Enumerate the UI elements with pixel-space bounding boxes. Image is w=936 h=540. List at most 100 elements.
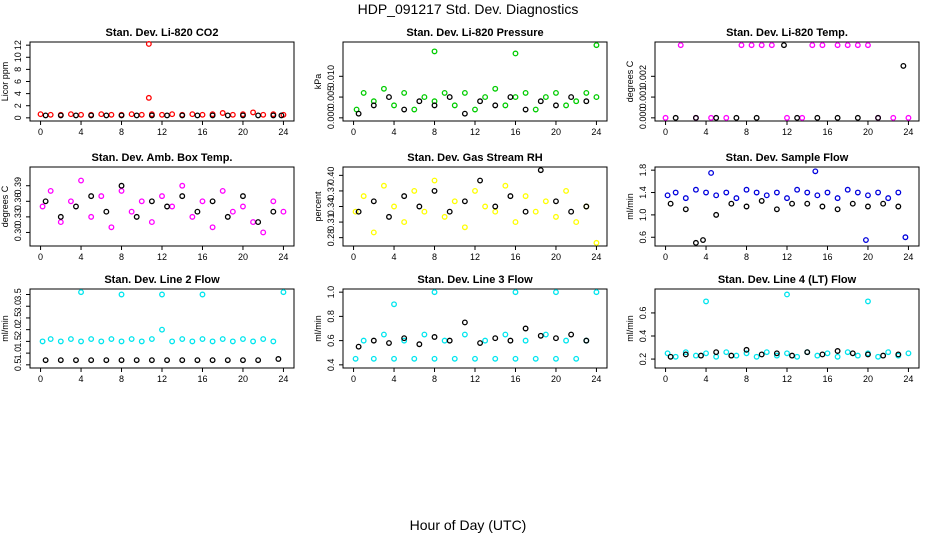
data-point [672, 353, 679, 360]
y-tick-label: 8 [13, 67, 23, 72]
data-point [446, 94, 453, 101]
data-point [553, 89, 559, 96]
data-point [773, 189, 780, 196]
y-tick-label: 1.5 [13, 335, 23, 348]
data-point [189, 213, 196, 220]
data-point [421, 208, 428, 215]
data-point [583, 203, 590, 210]
x-tick-label: 20 [863, 127, 873, 137]
data-point [88, 357, 95, 364]
panel-title: Stan. Dev. Amb. Box Temp. [92, 152, 233, 164]
data-point [209, 112, 216, 119]
data-point [573, 98, 580, 105]
data-point [814, 352, 821, 359]
data-point [47, 111, 54, 118]
data-point [446, 337, 453, 344]
data-point [189, 111, 196, 118]
y-tick-label: 0.010 [326, 65, 336, 88]
data-point [352, 208, 359, 215]
data-point [537, 167, 544, 174]
data-point [512, 219, 519, 226]
y-tick-label: 2.5 [13, 312, 23, 325]
y-tick-label: 0.005 [326, 86, 336, 109]
data-point [703, 189, 709, 196]
x-tick-label: 8 [119, 374, 124, 384]
data-point [895, 351, 902, 358]
data-point [209, 357, 216, 364]
plot-frame [29, 288, 295, 369]
data-point [758, 42, 765, 49]
data-point [355, 110, 362, 117]
data-point [73, 357, 79, 364]
data-point [502, 331, 509, 338]
data-point [194, 208, 201, 215]
data-point [189, 338, 196, 345]
data-point [738, 42, 745, 49]
panel-9: Stan. Dev. Line 4 (LT) Flow ml/min 0 4 8 12 16… [625, 274, 920, 384]
y-tick-label: 0.2 [638, 353, 648, 366]
data-point [854, 114, 861, 121]
y-tick-label: 6 [13, 79, 23, 84]
x-tick-label: 20 [238, 374, 248, 384]
data-point [391, 203, 397, 210]
data-point [563, 187, 570, 194]
x-tick-label: 4 [392, 127, 397, 137]
data-point [401, 106, 408, 113]
data-point [133, 112, 140, 119]
data-point [743, 186, 750, 193]
panel-2: Stan. Dev. Li-820 Pressure kPa 0 4 8 12 16 20 24… [313, 27, 608, 137]
x-tick-label: 16 [197, 252, 207, 262]
data-point [145, 40, 152, 47]
y-tick-label: 2 [13, 103, 23, 108]
y-tick-label: 0.8 [326, 310, 336, 323]
data-point [482, 94, 489, 101]
data-point [73, 112, 79, 119]
data-point [819, 203, 826, 210]
y-tick-label: 10 [13, 52, 23, 62]
x-tick-label: 0 [38, 252, 43, 262]
x-tick-label: 12 [470, 127, 480, 137]
data-point [209, 198, 216, 205]
x-tick-label: 12 [782, 252, 792, 262]
data-point [583, 89, 590, 96]
data-point [844, 349, 851, 356]
data-point [507, 337, 514, 344]
data-point [78, 338, 84, 345]
data-point [875, 114, 882, 121]
data-point [682, 349, 689, 356]
data-point [118, 357, 125, 364]
data-point [713, 114, 720, 121]
data-point [743, 203, 750, 210]
x-tick-label: 16 [822, 252, 832, 262]
data-point [199, 291, 206, 298]
data-point [169, 111, 176, 118]
data-point [250, 109, 257, 116]
data-point [67, 111, 74, 118]
data-point [563, 337, 570, 344]
data-point [573, 355, 580, 362]
data-point [270, 198, 277, 205]
data-point [401, 219, 408, 226]
data-point [461, 319, 468, 326]
x-tick-label: 8 [119, 252, 124, 262]
data-point [794, 186, 801, 193]
data-point [492, 355, 499, 362]
data-point [164, 357, 171, 364]
data-point [753, 114, 760, 121]
y-axis-label: ml/min [625, 315, 635, 342]
data-point [703, 298, 709, 305]
data-point [537, 98, 544, 105]
x-tick-label: 4 [392, 374, 397, 384]
y-tick-label: 0.39 [13, 177, 23, 195]
y-tick-label: 0.000 [638, 107, 648, 130]
data-point [844, 42, 851, 49]
plot-frame [29, 166, 295, 247]
data-point [865, 192, 871, 199]
y-tick-label: 0.001 [638, 86, 648, 109]
y-tick-label: 0.30 [13, 224, 23, 242]
panel-title: Stan. Dev. Gas Stream RH [407, 152, 543, 164]
data-point [224, 112, 231, 119]
data-point [667, 353, 674, 360]
data-point [461, 89, 468, 96]
